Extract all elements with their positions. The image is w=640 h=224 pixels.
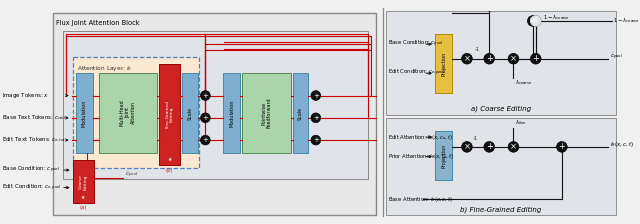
Bar [73,160,94,203]
Text: ×: × [510,142,517,151]
Circle shape [531,53,541,64]
Circle shape [531,16,541,26]
Text: Modulation: Modulation [229,99,234,127]
Text: $l_\theta(x,c,t)$: $l_\theta(x,c,t)$ [611,140,634,149]
Text: ×: × [463,142,470,151]
Bar [385,11,616,115]
Bar [159,64,180,165]
Text: Pointwise
Feedforward: Pointwise Feedforward [261,98,272,128]
Text: $\lambda_{fine}$: $\lambda_{fine}$ [515,118,527,127]
Text: +: + [559,142,565,151]
Text: Attention Layer: $l_\theta$: Attention Layer: $l_\theta$ [77,64,132,73]
Text: +: + [313,93,319,99]
Text: +: + [202,115,208,121]
Circle shape [461,142,472,152]
Text: Flux Joint Attention Block: Flux Joint Attention Block [56,20,140,26]
Circle shape [484,53,495,64]
Text: Edit Condition: $c_{e,pool}$: Edit Condition: $c_{e,pool}$ [2,183,62,193]
Bar [63,31,368,179]
Text: +: + [202,137,208,143]
Text: Edit Text Tokens: $c_{e,txt}$: Edit Text Tokens: $c_{e,txt}$ [2,136,67,144]
Bar [435,34,452,93]
Text: Scale: Scale [188,106,193,120]
Text: $\tilde{c}_{pool}$: $\tilde{c}_{pool}$ [611,52,623,62]
Text: Image Tokens: $x$: Image Tokens: $x$ [2,91,49,100]
Circle shape [311,135,321,145]
Text: -1: -1 [475,47,480,52]
Text: Base Condition: $c_{pool}$: Base Condition: $c_{pool}$ [2,165,60,175]
Text: +: + [313,115,319,121]
Text: Base Condition: $c_{pool}$: Base Condition: $c_{pool}$ [387,39,443,49]
Bar [182,73,198,153]
Bar [223,73,240,153]
Circle shape [557,142,567,152]
Circle shape [311,91,321,100]
Bar [385,118,616,215]
Circle shape [484,142,495,152]
Bar [73,57,198,168]
Circle shape [527,16,538,26]
Text: (a): (a) [79,205,87,210]
Circle shape [200,91,210,100]
Text: Prior Attention: $l_\theta(x,\emptyset,t)$: Prior Attention: $l_\theta(x,\emptyset,t… [387,152,454,161]
Circle shape [531,16,541,26]
Text: -1: -1 [473,136,478,141]
Bar [435,131,452,180]
Circle shape [311,113,321,123]
Text: (b): (b) [166,168,173,173]
Text: $\tilde{c}_{pool}$: $\tilde{c}_{pool}$ [125,170,139,180]
Text: ×: × [510,54,517,63]
Text: ×: × [463,54,470,63]
Bar [76,73,93,153]
Text: +: + [313,137,319,143]
Text: Projection: Projection [441,52,446,76]
Circle shape [508,53,519,64]
Text: Edit Attention: $l_\theta(x,c_e,t)$: Edit Attention: $l_\theta(x,c_e,t)$ [387,133,452,142]
Circle shape [200,135,210,145]
Text: +: + [486,142,493,151]
Text: Base Attention: $l_\theta(x,c,t)$: Base Attention: $l_\theta(x,c,t)$ [387,195,452,204]
Text: Base Text Tokens: $c_{ctxt}$: Base Text Tokens: $c_{ctxt}$ [2,113,67,122]
Text: $1-\lambda_{coarse}$: $1-\lambda_{coarse}$ [543,14,570,22]
Bar [242,73,291,153]
Text: Scale: Scale [298,106,303,120]
Text: +: + [532,54,539,63]
Text: Projection: Projection [441,143,446,168]
Bar [292,73,308,153]
Text: $\lambda_{coarse}$: $\lambda_{coarse}$ [515,78,533,87]
Text: ★: ★ [81,195,86,200]
Bar [99,73,157,153]
Bar [53,13,376,215]
Text: Edit Condition: $c_{e,pool}$: Edit Condition: $c_{e,pool}$ [387,68,445,78]
Text: +: + [202,93,208,99]
Text: Modulation: Modulation [82,99,87,127]
Text: Coarse
Editing: Coarse Editing [79,174,88,190]
Circle shape [200,113,210,123]
Text: Multi-Head
Joint
Attention: Multi-Head Joint Attention [120,100,136,126]
Text: Fine-Grained
Editing: Fine-Grained Editing [165,100,174,128]
Circle shape [508,142,519,152]
Text: b) Fine-Grained Editing: b) Fine-Grained Editing [460,207,541,213]
Text: ★: ★ [167,157,172,162]
Circle shape [461,53,472,64]
Text: ×: × [529,16,536,26]
Text: ×: × [532,16,540,26]
Text: +: + [486,54,493,63]
Text: $1-\lambda_{coarse}$: $1-\lambda_{coarse}$ [613,17,640,25]
Text: a) Coarse Editing: a) Coarse Editing [471,106,531,112]
